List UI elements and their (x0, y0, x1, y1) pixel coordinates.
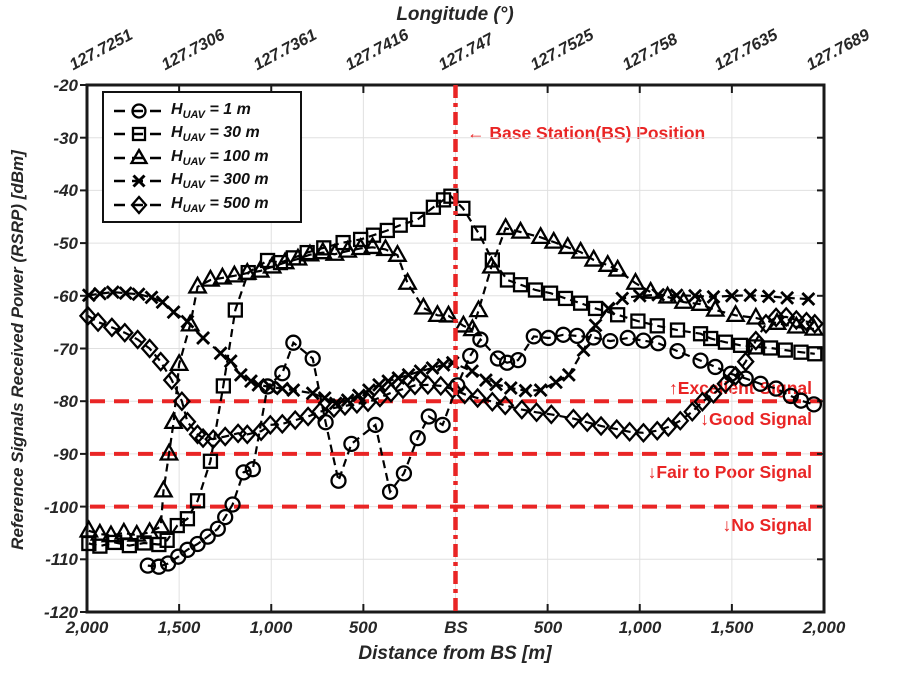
y-tick-label: -40 (53, 181, 78, 200)
x-tick-label: 1,000 (618, 618, 662, 637)
triangle-marker-icon (114, 147, 164, 164)
legend-item-x: HUAV = 300 m (112, 170, 292, 194)
x-tick-label: 2,000 (65, 618, 109, 637)
good-signal-annotation: ↓Good Signal (700, 409, 812, 429)
series-circle (139, 326, 823, 575)
series-triangle (78, 216, 825, 543)
legend-label: HUAV = 30 m (171, 124, 260, 145)
fair-poor-signal-annotation: ↓Fair to Poor Signal (647, 462, 812, 482)
x-tick-label: BS (444, 618, 468, 637)
diamond-marker-icon (114, 195, 164, 215)
y-tick-label: -100 (43, 498, 78, 517)
bottom-axis-title: Distance from BS [m] (358, 643, 552, 664)
no-signal-annotation: ↓No Signal (722, 515, 812, 535)
y-tick-label: -80 (53, 392, 78, 411)
y-tick-label: -20 (53, 76, 78, 95)
legend-label: HUAV = 300 m (171, 171, 269, 192)
top-axis-title: Longitude (°) (396, 4, 514, 25)
y-tick-label: -60 (53, 287, 78, 306)
y-tick-label: -50 (53, 234, 78, 253)
square-marker-icon (114, 127, 164, 142)
legend-item-square: HUAV = 30 m (112, 123, 292, 147)
legend-label: HUAV = 100 m (171, 147, 269, 168)
legend-label: HUAV = 500 m (171, 194, 269, 215)
x-tick-label: 1,500 (710, 618, 754, 637)
y-tick-label: -120 (43, 603, 78, 622)
legend-item-diamond: HUAV = 500 m (112, 193, 292, 217)
excellent-signal-annotation: ↑Excellent Signal (669, 378, 812, 398)
x-tick-label: 500 (533, 618, 563, 637)
circle-marker-icon (114, 103, 164, 119)
x-tick-label: 1,500 (157, 618, 201, 637)
x-marker-icon (114, 174, 164, 188)
y-tick-label: -90 (53, 445, 78, 464)
x-tick-label: 500 (348, 618, 378, 637)
y-tick-label: -110 (45, 550, 78, 569)
x-tick-label: 1,000 (249, 618, 293, 637)
legend-label: HUAV = 1 m (171, 100, 251, 121)
legend-item-circle: HUAV = 1 m (112, 99, 292, 123)
legend-box: HUAV = 1 m HUAV = 30 m HUAV = 100 m HUAV = … (102, 91, 302, 223)
series-x (81, 285, 816, 411)
y-tick-label: -30 (53, 129, 78, 148)
x-tick-label: 2,000 (802, 618, 846, 637)
legend-item-triangle: HUAV = 100 m (112, 146, 292, 170)
series-diamond (78, 305, 824, 450)
y-tick-label: -70 (53, 340, 78, 359)
